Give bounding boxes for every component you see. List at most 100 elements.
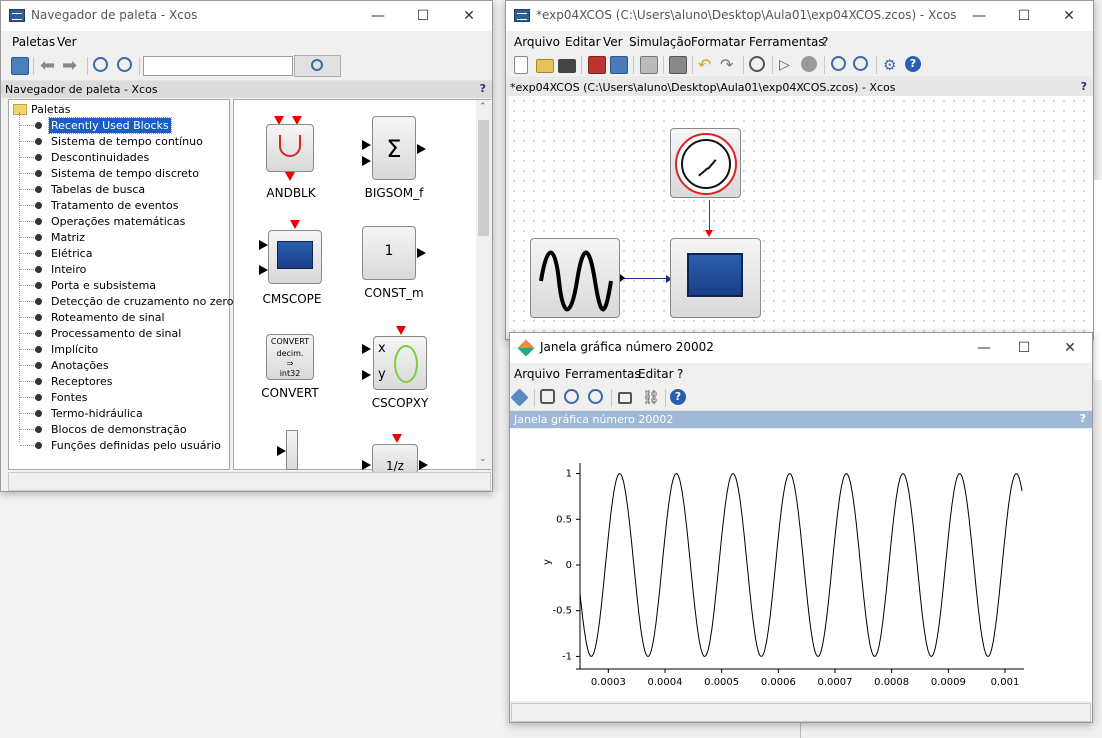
- tree-item[interactable]: Matriz: [51, 231, 85, 244]
- scope-block[interactable]: [670, 238, 761, 318]
- new-diagram-icon[interactable]: [514, 56, 528, 74]
- help-icon[interactable]: ?: [1080, 80, 1087, 93]
- tree-item[interactable]: Anotações: [51, 359, 109, 372]
- palette-titlebar[interactable]: Navegador de paleta - Xcos — ☐ ✕: [1, 1, 492, 31]
- load-palette-icon[interactable]: [11, 57, 29, 75]
- minimize-icon[interactable]: —: [371, 8, 385, 24]
- tree-item[interactable]: Implícito: [51, 343, 99, 356]
- menu-help[interactable]: ?: [822, 35, 829, 49]
- menu-help[interactable]: ?: [677, 367, 684, 381]
- undo-icon[interactable]: ↶: [698, 55, 712, 74]
- save-as-icon[interactable]: [610, 56, 628, 74]
- tree-item[interactable]: Detecção de cruzamento no zero: [51, 295, 234, 308]
- tree-item[interactable]: Tabelas de busca: [51, 183, 146, 196]
- tree-item[interactable]: Roteamento de sinal: [51, 311, 165, 324]
- block-const[interactable]: 1: [362, 226, 416, 280]
- scroll-up-icon[interactable]: ⌃: [479, 102, 487, 112]
- back-arrow-icon[interactable]: ⬅: [40, 55, 56, 76]
- close-icon[interactable]: ✕: [463, 8, 475, 24]
- plot-area[interactable]: 1 0.5 0 -0.5 -1 0.0003 0.0004 0.0005 0.0006 0.000…: [510, 429, 1092, 701]
- zoom-in-icon[interactable]: [93, 57, 108, 72]
- print-icon[interactable]: [640, 56, 658, 74]
- graphic-titlebar[interactable]: Janela gráfica número 20002 — ☐ ✕: [510, 333, 1092, 363]
- setup-gear-icon[interactable]: ⚙: [883, 56, 897, 74]
- xcos-titlebar[interactable]: *exp04XCOS (C:\Users\aluno\Desktop\Aula0…: [506, 1, 1093, 31]
- data-link[interactable]: [624, 278, 670, 279]
- maximize-icon[interactable]: ☐: [416, 8, 430, 24]
- tree-item[interactable]: Processamento de sinal: [51, 327, 182, 340]
- tree-item[interactable]: Fontes: [51, 391, 88, 404]
- maximize-icon[interactable]: ☐: [1017, 8, 1031, 24]
- scroll-down-icon[interactable]: ⌄: [479, 454, 487, 464]
- rotate-icon[interactable]: [510, 388, 529, 407]
- tree-item[interactable]: Operações matemáticas: [51, 215, 186, 228]
- block-partial[interactable]: [286, 430, 298, 470]
- tree-root-paletas[interactable]: Paletas: [31, 103, 71, 116]
- tree-item[interactable]: Blocos de demonstração: [51, 423, 187, 436]
- delete-icon[interactable]: [669, 56, 687, 74]
- tree-item[interactable]: Termo-hidráulica: [51, 407, 143, 420]
- menu-simulacao[interactable]: Simulação: [629, 35, 692, 49]
- tree-item[interactable]: Inteiro: [51, 263, 87, 276]
- tree-item[interactable]: Porta e subsistema: [51, 279, 157, 292]
- help-icon[interactable]: ?: [905, 56, 921, 72]
- menu-editar[interactable]: Editar: [638, 367, 674, 381]
- tree-item[interactable]: Recently Used Blocks: [48, 117, 172, 134]
- zoom-out-icon[interactable]: [117, 57, 132, 72]
- tree-item[interactable]: Descontinuidades: [51, 151, 150, 164]
- help-icon[interactable]: ?: [670, 389, 686, 405]
- tree-item[interactable]: Elétrica: [51, 247, 93, 260]
- maximize-icon[interactable]: ☐: [1017, 340, 1031, 356]
- menu-editar[interactable]: Editar: [565, 35, 601, 49]
- scrollbar-thumb[interactable]: [478, 120, 489, 236]
- redo-icon[interactable]: ↷: [720, 55, 734, 74]
- clock-block[interactable]: [670, 128, 741, 198]
- tree-item[interactable]: Tratamento de eventos: [51, 199, 179, 212]
- zoom-in-icon[interactable]: [831, 56, 846, 71]
- close-icon[interactable]: ✕: [1064, 340, 1076, 356]
- block-delay[interactable]: 1/z: [372, 444, 418, 474]
- event-link[interactable]: [709, 200, 710, 234]
- sine-generator-block[interactable]: [530, 238, 620, 318]
- menu-arquivo[interactable]: Arquivo: [514, 35, 560, 49]
- forward-arrow-icon[interactable]: ➡: [62, 55, 78, 76]
- tree-item[interactable]: Sistema de tempo discreto: [51, 167, 199, 180]
- stop-simulation-icon[interactable]: [801, 56, 817, 72]
- link-icon[interactable]: ⛓: [642, 390, 660, 406]
- menu-ferramentas[interactable]: Ferramentas: [565, 367, 641, 381]
- tree-item[interactable]: Receptores: [51, 375, 113, 388]
- minimize-icon[interactable]: —: [977, 340, 991, 356]
- close-icon[interactable]: ✕: [1063, 8, 1075, 24]
- tree-item[interactable]: Funções definidas pelo usuário: [51, 439, 221, 452]
- datatip-icon[interactable]: [540, 389, 555, 404]
- menu-ver[interactable]: Ver: [57, 35, 77, 49]
- zoom-out-icon[interactable]: [853, 56, 868, 71]
- menu-formatar[interactable]: Formatar: [691, 35, 746, 49]
- block-bigsom[interactable]: Σ: [372, 116, 416, 180]
- minimize-icon[interactable]: —: [972, 8, 986, 24]
- unzoom-icon[interactable]: [588, 389, 603, 404]
- fit-diagram-icon[interactable]: [749, 56, 765, 72]
- palette-scrollbar[interactable]: ⌃ ⌄: [476, 100, 491, 469]
- block-convert[interactable]: CONVERT decim. ⇒ int32: [266, 334, 314, 380]
- copy-icon[interactable]: [618, 392, 632, 404]
- open-icon[interactable]: [536, 59, 554, 73]
- start-simulation-icon[interactable]: ▷: [779, 57, 790, 73]
- block-cmscope[interactable]: [268, 230, 322, 284]
- search-button[interactable]: [294, 55, 341, 77]
- menu-arquivo[interactable]: Arquivo: [514, 367, 560, 381]
- open-in-scilab-icon[interactable]: [558, 59, 576, 73]
- help-icon[interactable]: ?: [1079, 412, 1086, 425]
- palette-search-input[interactable]: [143, 56, 293, 76]
- save-icon[interactable]: [588, 56, 606, 74]
- menu-ver[interactable]: Ver: [603, 35, 623, 49]
- diagram-canvas[interactable]: [509, 96, 1093, 336]
- help-icon[interactable]: ?: [479, 82, 486, 95]
- zoom-icon[interactable]: [564, 389, 579, 404]
- sine-plot[interactable]: 1 0.5 0 -0.5 -1 0.0003 0.0004 0.0005 0.0006 0.000…: [510, 429, 1092, 701]
- tree-item[interactable]: Sistema de tempo contínuo: [51, 135, 203, 148]
- menu-paletas[interactable]: Paletas: [12, 35, 56, 49]
- block-andblk[interactable]: [266, 124, 314, 172]
- block-cscopxy[interactable]: x y: [373, 336, 427, 390]
- menu-ferramentas[interactable]: Ferramentas: [749, 35, 825, 49]
